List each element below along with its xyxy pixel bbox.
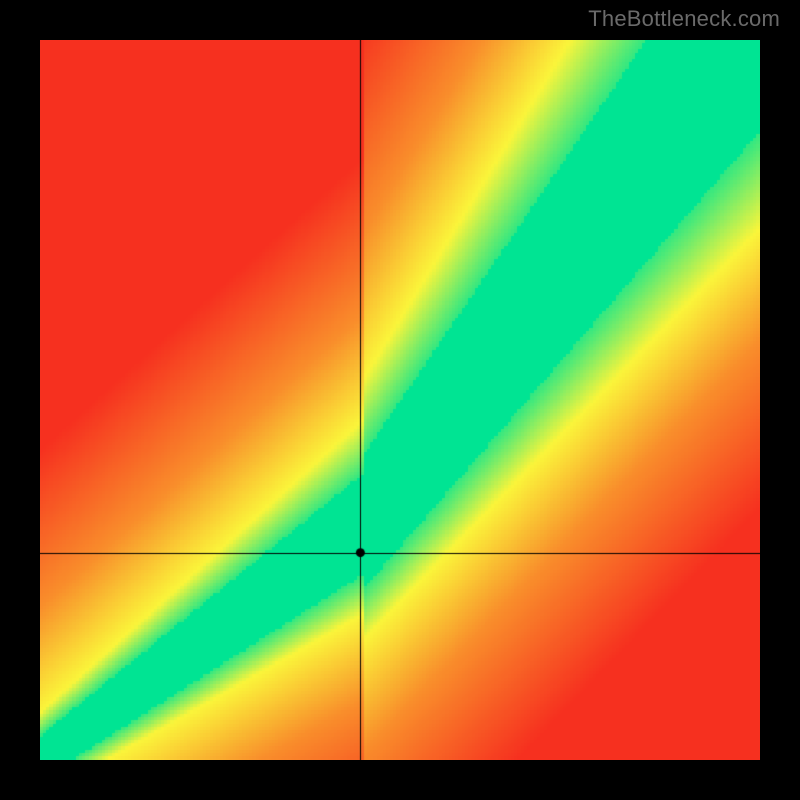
watermark-text: TheBottleneck.com (588, 6, 780, 32)
heatmap-plot (40, 40, 760, 760)
chart-frame: TheBottleneck.com (0, 0, 800, 800)
heatmap-canvas (40, 40, 760, 760)
